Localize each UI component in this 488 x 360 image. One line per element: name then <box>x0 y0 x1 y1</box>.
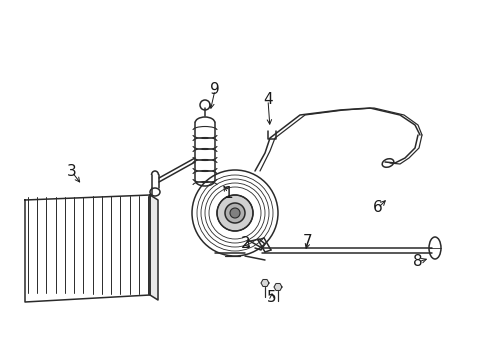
Text: 1: 1 <box>223 185 232 201</box>
Text: 6: 6 <box>372 201 382 216</box>
Text: 9: 9 <box>210 82 220 98</box>
Polygon shape <box>150 195 158 300</box>
Text: 7: 7 <box>303 234 312 249</box>
Text: 2: 2 <box>241 235 250 251</box>
Circle shape <box>224 203 244 223</box>
Circle shape <box>217 195 252 231</box>
Text: 5: 5 <box>266 291 276 306</box>
Polygon shape <box>261 279 268 287</box>
Text: 3: 3 <box>67 165 77 180</box>
Polygon shape <box>273 284 282 291</box>
Text: 4: 4 <box>263 93 272 108</box>
Circle shape <box>229 208 240 218</box>
Text: 8: 8 <box>412 255 422 270</box>
Polygon shape <box>25 195 150 302</box>
